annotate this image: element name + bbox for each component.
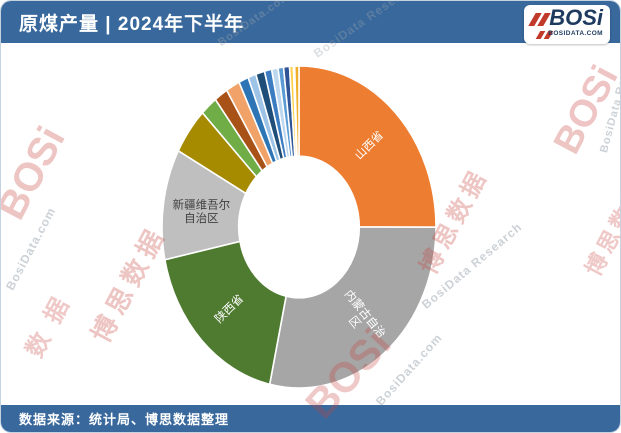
bottom-bar: 数据来源：统计局、博思数据整理 xyxy=(1,405,620,432)
donut-segment-small-17 xyxy=(293,65,300,158)
bosi-logo: BOSi BOSIDATA.COM xyxy=(524,5,610,44)
data-source-text: 数据来源：统计局、博思数据整理 xyxy=(19,412,230,427)
top-bar: 原煤产量 | 2024年下半年 xyxy=(1,1,620,43)
segment-label-新疆维吾尔自治区: 新疆维吾尔自治区 xyxy=(173,198,231,225)
donut-segment-内蒙古自治区 xyxy=(268,226,437,389)
donut-segment-山西省 xyxy=(298,65,437,228)
logo-brand: BOSi xyxy=(549,5,603,30)
logo-site: BOSIDATA.COM xyxy=(548,30,603,37)
donut-segment-陕西省 xyxy=(163,240,288,386)
page-title: 原煤产量 | 2024年下半年 xyxy=(19,13,245,35)
